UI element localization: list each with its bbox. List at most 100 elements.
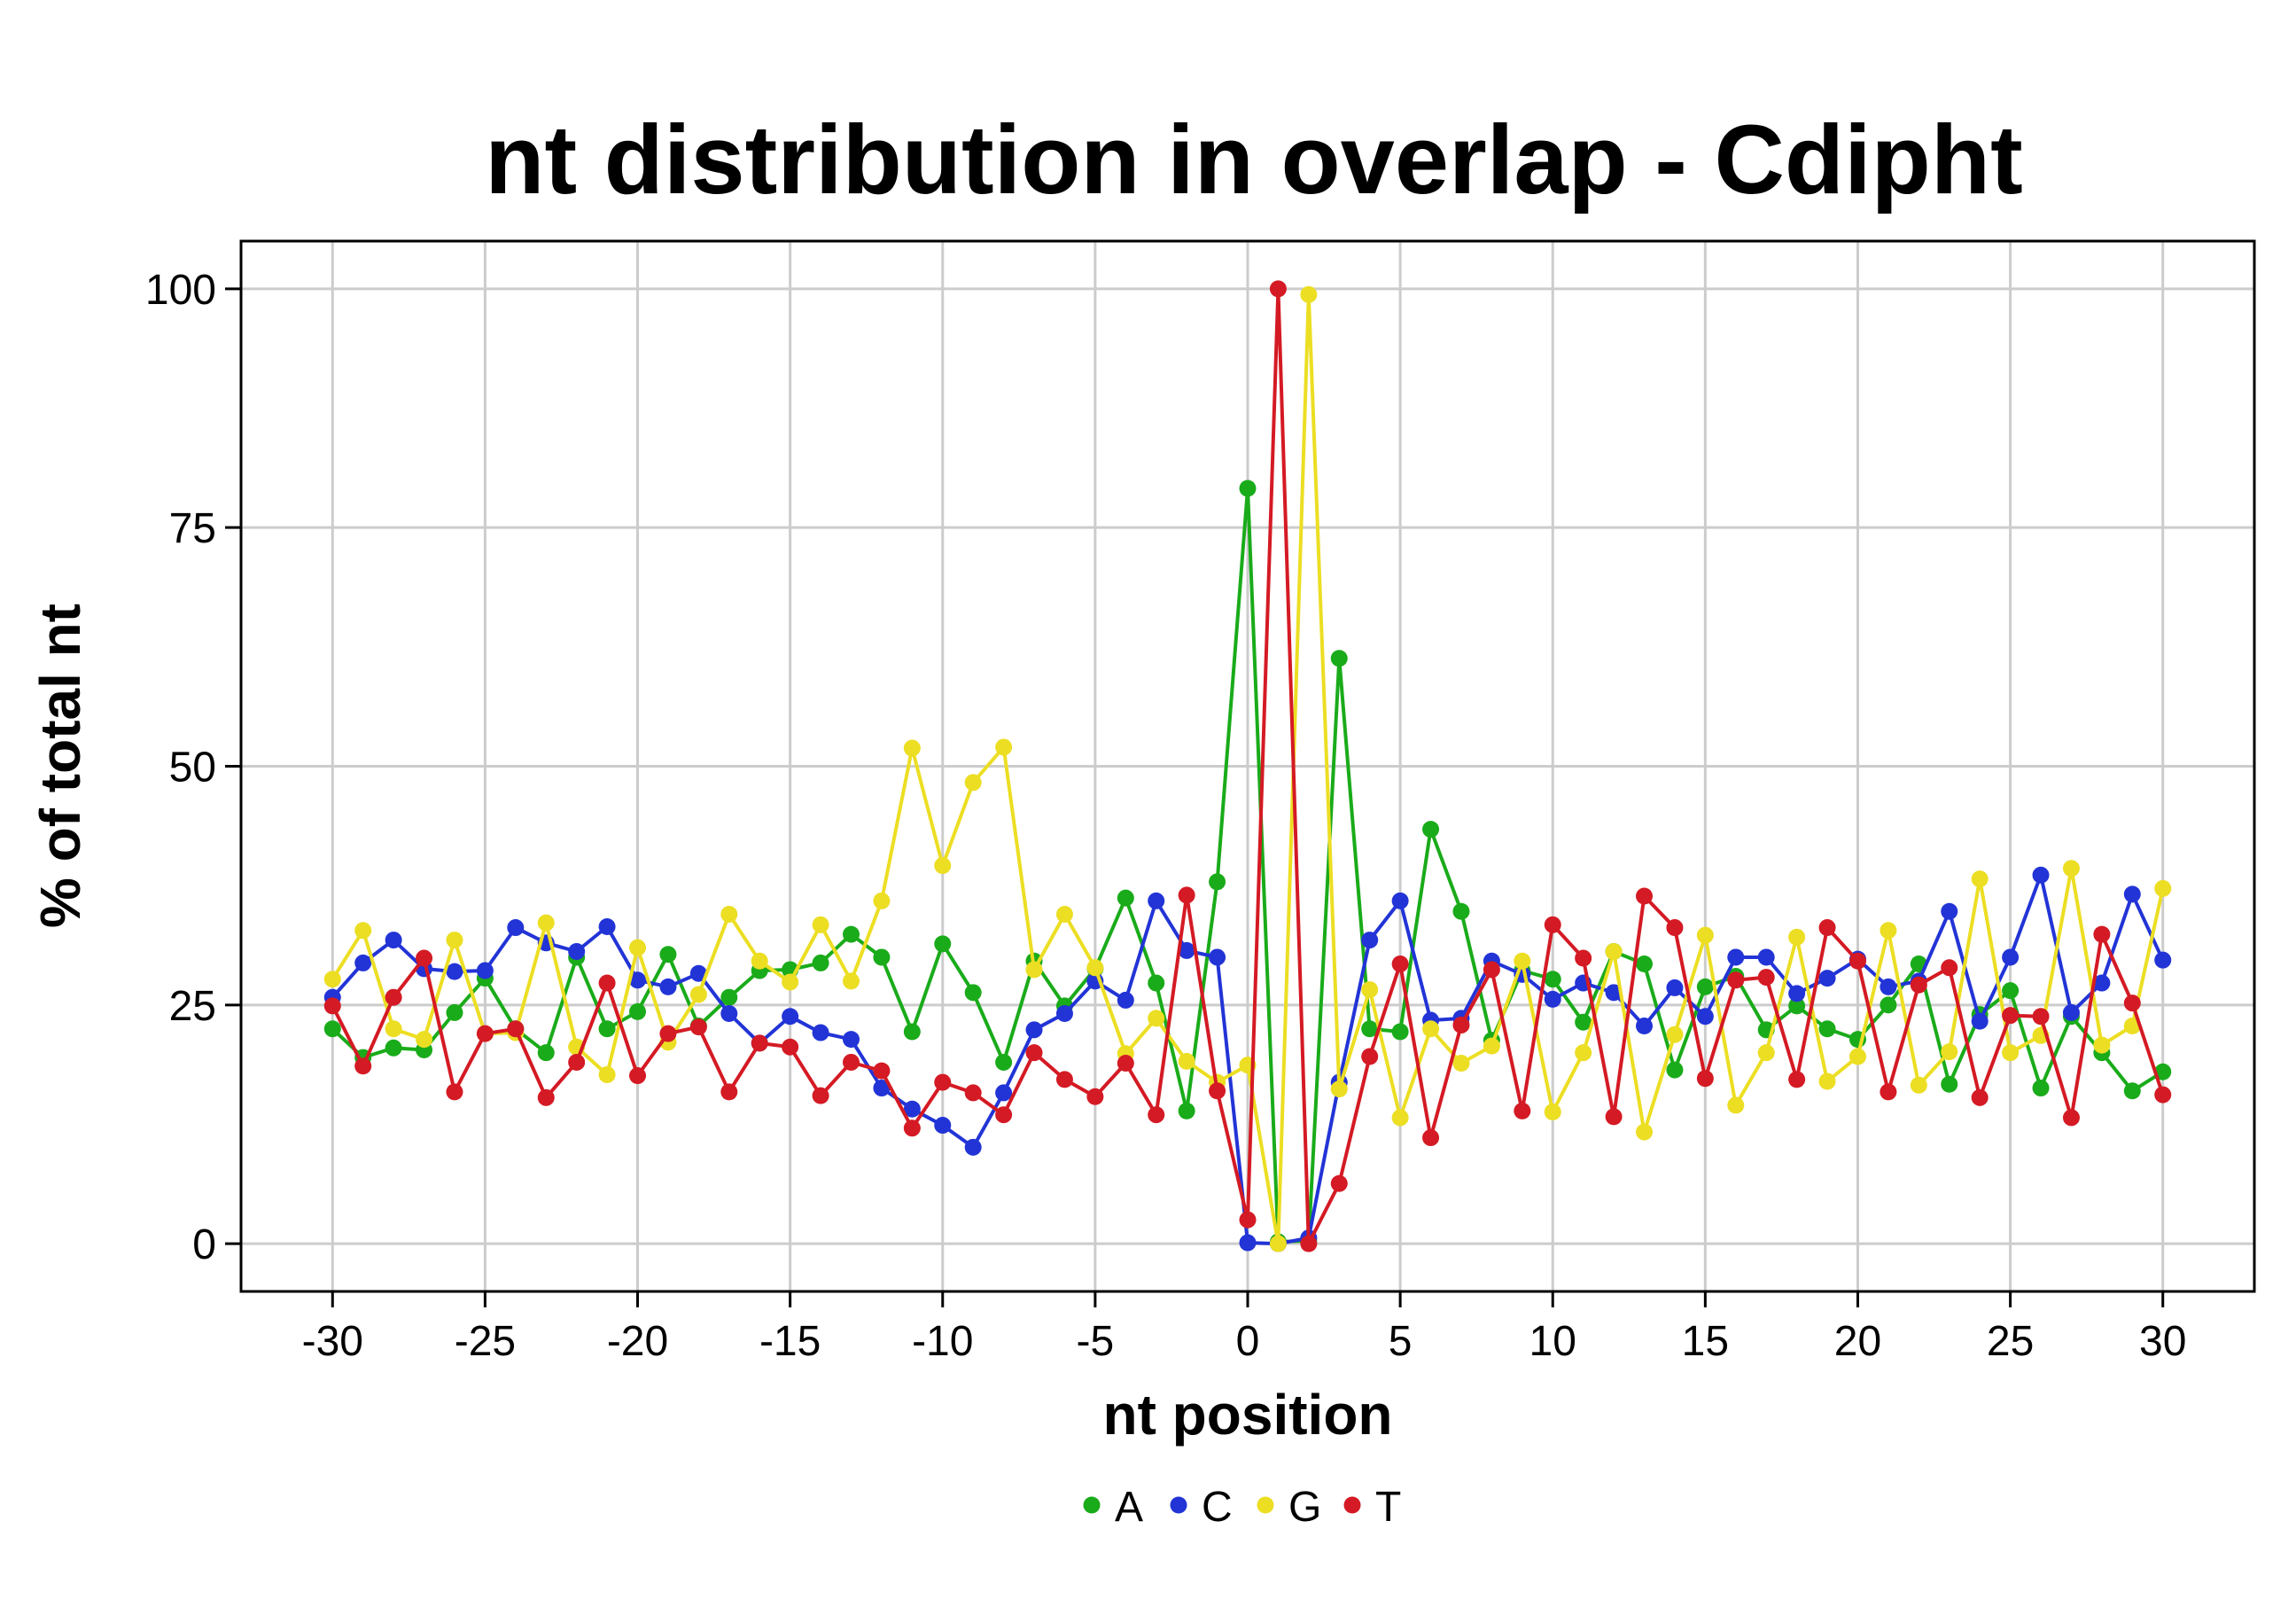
data-point [873,1080,891,1097]
x-tick-label: -10 [912,1318,973,1365]
data-point [1483,961,1500,979]
data-point [2093,1036,2111,1054]
grid [241,241,2254,1291]
legend-key [1170,1496,1187,1514]
data-point [842,1053,860,1071]
data-point [995,1084,1013,1102]
data-point [1636,1018,1654,1035]
data-point [1880,978,1897,995]
data-point [782,973,799,991]
data-point [934,1073,952,1091]
legend-label: T [1375,1484,1401,1531]
data-point [1818,1072,1836,1090]
data-point [629,1002,647,1020]
data-point [1391,1109,1409,1127]
data-point [537,1044,555,1062]
data-point [812,1087,829,1104]
data-point [1239,480,1257,497]
legend-item-C: C [1170,1484,1233,1531]
data-point [2062,1003,2080,1021]
data-point [1361,1020,1379,1038]
data-point [812,954,829,971]
data-point [2154,1063,2172,1080]
data-point [537,914,555,932]
x-tick-label: -15 [759,1318,821,1365]
x-tick-label: 10 [1529,1318,1576,1365]
data-point [507,919,525,937]
axes: -30 -25 -20 -15 -10 -5 0 5 10 15 20 25 30 0 25 50 75 100 [145,267,2187,1365]
data-point [1269,1235,1287,1252]
data-point [1941,1043,1958,1061]
legend-item-G: G [1257,1484,1321,1531]
data-point [537,1088,555,1106]
data-point [1696,1070,1714,1088]
series-G [323,285,2172,1252]
data-point [354,954,372,971]
data-point [689,964,707,982]
x-tick-label: 30 [2139,1318,2186,1365]
data-point [1696,978,1714,995]
data-point [2123,994,2141,1012]
data-point [1148,892,1165,909]
data-point [903,1023,921,1041]
data-point [1666,979,1684,996]
data-point [1788,1071,1806,1088]
data-point [720,1083,738,1101]
data-point [995,1053,1013,1071]
data-point [1696,926,1714,944]
data-point [1818,919,1836,937]
data-point [354,1057,372,1075]
data-point [2154,879,2172,897]
data-point [1300,1235,1318,1252]
data-point [812,1024,829,1041]
data-point [1025,961,1043,979]
data-point [323,1020,341,1038]
data-point [416,949,433,967]
data-point [598,1065,616,1083]
data-point [873,892,891,909]
data-point [1636,1123,1654,1141]
data-point [1544,1103,1561,1120]
data-point [1452,1055,1470,1072]
x-tick-label: -25 [455,1318,516,1365]
data-point [385,1039,402,1057]
x-tick-label: -20 [607,1318,668,1365]
data-point [1575,1044,1592,1062]
data-point [1391,955,1409,972]
data-point [1178,1102,1195,1119]
data-point [1422,1129,1440,1147]
data-point [1941,902,1958,920]
x-tick-label: 15 [1682,1318,1729,1365]
data-point [1209,948,1226,966]
data-point [873,1062,891,1080]
data-point [720,1005,738,1023]
data-point [1361,932,1379,949]
data-point [1788,997,1806,1015]
data-point [1117,1055,1134,1072]
data-point [1452,902,1470,920]
data-point [1605,942,1623,960]
series-T [323,280,2172,1252]
data-point [1757,969,1775,987]
data-point [323,971,341,988]
data-point [1514,1102,1531,1119]
data-point [1300,285,1318,303]
data-point [598,974,616,992]
data-point [476,1025,494,1042]
x-axis-title: nt position [1102,1383,1392,1447]
data-point [964,774,982,792]
data-point [1361,1048,1379,1065]
data-point [964,1084,982,1102]
data-point [1514,952,1531,970]
data-point [2123,1082,2141,1100]
y-axis-title: % of total nt [28,604,92,928]
data-point [751,952,768,970]
data-point [446,932,463,949]
data-point [964,984,982,1002]
data-point [1330,650,1348,667]
data-point [689,1018,707,1036]
data-point [1086,1088,1104,1105]
